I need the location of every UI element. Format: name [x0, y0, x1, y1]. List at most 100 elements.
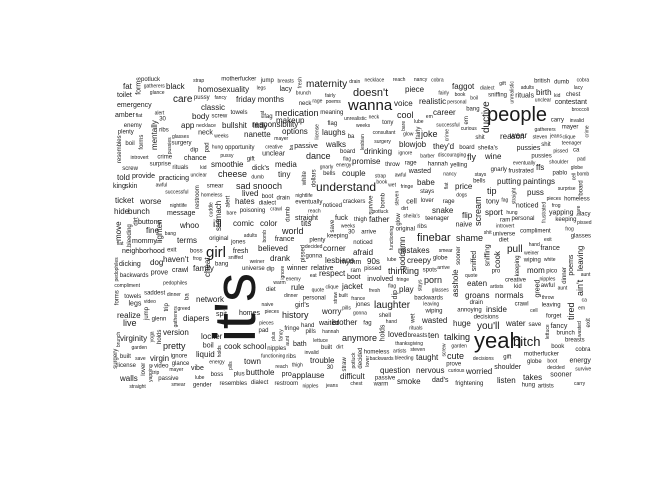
word-porn: porn	[424, 275, 442, 285]
word-minor: forms	[114, 290, 120, 305]
word-smoke: smoke	[397, 377, 421, 386]
word-minor: boil	[125, 141, 134, 147]
word-minor: breasts	[408, 333, 428, 339]
word-minor: rage	[443, 199, 456, 205]
word-minor: pills	[306, 329, 316, 335]
word-minor: arrive	[361, 229, 377, 235]
word-faggot: faggot	[452, 82, 475, 91]
word-minor: plenty	[309, 238, 325, 244]
word-minor: lacy	[280, 86, 293, 93]
word-minor: fancy	[215, 95, 227, 101]
word-minor: weiner	[524, 251, 539, 257]
word-minor: artists	[490, 284, 504, 290]
word-flip: flip	[462, 211, 473, 220]
word-minor: eat	[260, 110, 266, 118]
word-minor: diet	[266, 287, 276, 293]
word-minor: wiping	[425, 309, 443, 315]
word-minor: book	[455, 92, 466, 98]
word-tip: tip	[487, 186, 497, 196]
minor-words-group: book pissed built rage eventually cobra introv…	[113, 77, 592, 390]
word-minor: sniffing	[488, 93, 507, 99]
word-minor: gatherers	[144, 84, 166, 90]
word-ill: i'll	[213, 219, 222, 230]
word-minor: potluck	[141, 77, 161, 83]
word-pull: pull	[507, 244, 523, 255]
word-minor: steven	[394, 191, 400, 206]
word-minor: mayer	[274, 136, 288, 142]
word-live: live	[123, 318, 137, 328]
word-minor: em	[464, 116, 470, 124]
word-minor: dip	[190, 148, 199, 154]
word-minor: crime	[445, 129, 451, 141]
word-minor: potluck	[351, 352, 357, 368]
word-minor: sniffing	[485, 244, 492, 266]
word-homes: homes	[239, 310, 261, 317]
word-minor: fag	[264, 114, 272, 120]
word-minor: pussy	[194, 95, 210, 101]
word-stomach: stomach	[214, 201, 223, 231]
word-laughter: laughter	[374, 300, 411, 311]
word-minor: screw	[442, 343, 448, 356]
word-believed: believed	[258, 244, 288, 253]
word-minor: save	[529, 322, 542, 328]
word-relative: relative	[311, 265, 334, 272]
word-minor: homeless	[364, 349, 390, 355]
word-pretty: pretty	[163, 341, 186, 351]
word-virgin: virgin	[150, 354, 169, 363]
word-minor: stays	[418, 279, 424, 291]
word-minor: book	[551, 344, 565, 350]
word-fridaymonths: friday months	[236, 95, 284, 104]
word-minor: crackers	[343, 199, 366, 205]
word-minor: rituals	[172, 165, 188, 171]
word-minor: cobra	[577, 77, 590, 83]
word-minor: breasts	[565, 337, 585, 343]
word-minor: frog	[193, 256, 202, 262]
word-minor: hand	[529, 242, 540, 248]
word-minor: kid	[554, 93, 561, 99]
word-minor: bang	[165, 231, 176, 237]
word-minor: neck	[299, 101, 313, 107]
word-minor: pro	[282, 371, 292, 378]
word-minor: unclear	[262, 151, 286, 158]
word-minor: nancy	[414, 77, 428, 83]
word-minor: pieces	[547, 196, 562, 202]
word-minor: universe	[242, 266, 265, 272]
word-minor: hannah	[428, 161, 448, 167]
word-sport: sport	[485, 208, 504, 217]
word-rule: rule	[291, 283, 305, 292]
word-minor: cell	[571, 173, 577, 181]
word-minor: thigh	[292, 363, 303, 369]
word-minor: universe	[493, 231, 516, 237]
word-wanna: wanna	[347, 97, 393, 114]
word-minor: globe	[433, 256, 448, 262]
word-minor: reach	[275, 364, 288, 370]
word-minor: noticed	[323, 203, 342, 209]
word-anymore: anymore	[342, 333, 377, 343]
word-minor: enemy	[286, 276, 302, 282]
word-tired: tired	[566, 302, 576, 320]
word-minor: sniffed	[228, 255, 243, 261]
word-minor: curious	[461, 126, 478, 132]
word-brother: brother	[332, 318, 358, 327]
word-minor: unclear	[191, 173, 208, 179]
word-minor: gonna	[353, 311, 367, 317]
word-nervous: nervous	[416, 366, 444, 375]
word-minor: neck	[198, 130, 213, 137]
word-minor: quote	[465, 273, 478, 279]
word-minor: introvert	[131, 155, 150, 161]
word-minor: book	[376, 180, 387, 186]
word-minor: lover	[421, 198, 434, 204]
word-difficult: difficult	[340, 372, 366, 381]
word-app: app	[181, 121, 195, 130]
word-minor: license	[117, 363, 136, 369]
word-minor: bare	[576, 205, 582, 215]
word-minor: sooner	[456, 246, 462, 264]
word-wasted: wasted	[421, 316, 447, 325]
word-takes: takes	[523, 373, 542, 382]
word-minor: lover	[141, 363, 147, 376]
word-minor: lacy	[580, 212, 591, 218]
word-inside: inside	[486, 305, 507, 314]
word-voice: voice	[394, 99, 413, 108]
word-minor: ignore	[398, 150, 412, 156]
